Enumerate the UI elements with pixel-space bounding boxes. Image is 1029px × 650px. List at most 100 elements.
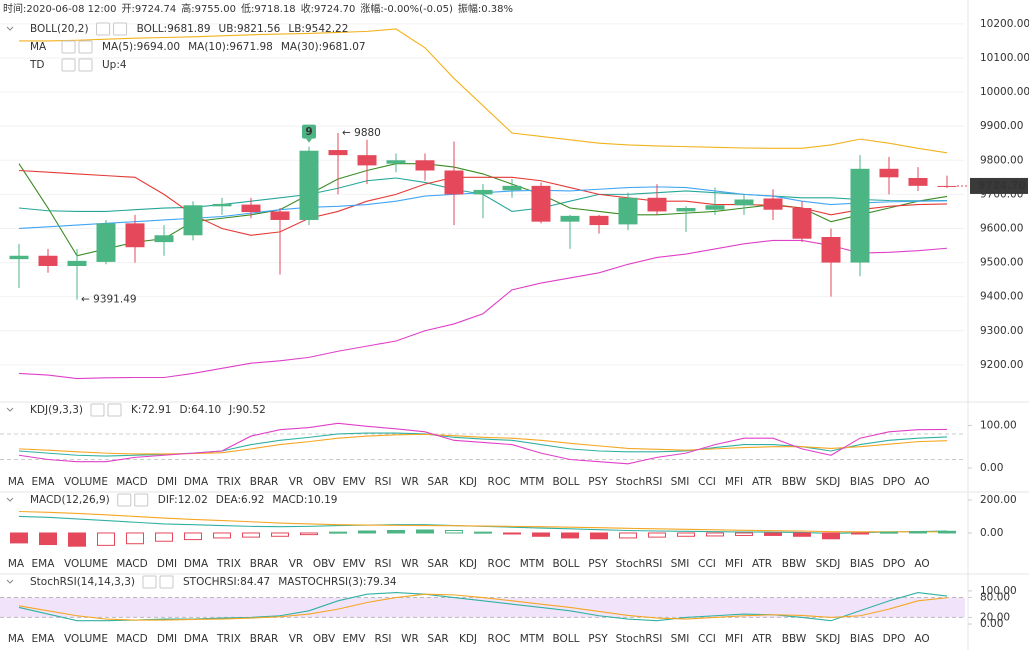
indicator-tab[interactable]: SMI bbox=[671, 476, 690, 488]
indicator-tab[interactable]: ROC bbox=[488, 476, 511, 488]
indicator-tab[interactable]: KDJ bbox=[459, 633, 477, 645]
indicator-tab[interactable]: MACD bbox=[116, 476, 147, 488]
indicator-tab[interactable]: BIAS bbox=[850, 633, 874, 645]
indicator-tab[interactable]: VOLUME bbox=[64, 558, 108, 570]
indicator-tab[interactable]: MA bbox=[8, 476, 25, 488]
indicator-tab[interactable]: AO bbox=[914, 476, 929, 488]
indicator-tab[interactable]: MTM bbox=[520, 633, 545, 645]
indicator-tab[interactable]: PSY bbox=[588, 633, 608, 645]
indicator-tab[interactable]: EMA bbox=[32, 558, 56, 570]
indicator-tab[interactable]: PSY bbox=[588, 558, 608, 570]
indicator-tab[interactable]: TRIX bbox=[216, 558, 241, 570]
collapse-toggle[interactable] bbox=[6, 407, 14, 412]
indicator-tab[interactable]: BIAS bbox=[850, 476, 874, 488]
legend-icon[interactable] bbox=[113, 22, 128, 36]
indicator-tab[interactable]: SAR bbox=[427, 476, 448, 488]
legend-icon[interactable] bbox=[117, 493, 132, 507]
indicator-tab[interactable]: MA bbox=[8, 558, 25, 570]
indicator-tab[interactable]: SKDJ bbox=[816, 558, 841, 570]
indicator-tab[interactable]: EMV bbox=[343, 558, 367, 570]
indicator-tab[interactable]: ATR bbox=[752, 476, 772, 488]
legend-icon[interactable] bbox=[61, 40, 76, 54]
indicator-tab[interactable]: EMV bbox=[343, 476, 367, 488]
indicator-tab[interactable]: StochRSI bbox=[616, 558, 663, 570]
indicator-tab[interactable]: WR bbox=[401, 633, 419, 645]
indicator-tab[interactable]: DMA bbox=[184, 558, 209, 570]
indicator-tab[interactable]: StochRSI bbox=[616, 633, 663, 645]
indicator-tab[interactable]: VR bbox=[289, 633, 303, 645]
indicator-tab[interactable]: RSI bbox=[374, 558, 391, 570]
indicator-tab[interactable]: SAR bbox=[427, 633, 448, 645]
indicator-tab[interactable]: MTM bbox=[520, 476, 545, 488]
indicator-tab[interactable]: TRIX bbox=[216, 476, 241, 488]
legend-icon[interactable] bbox=[107, 403, 122, 417]
indicator-tab[interactable]: KDJ bbox=[459, 476, 477, 488]
legend-icon[interactable] bbox=[142, 575, 157, 589]
indicator-tab[interactable]: DMI bbox=[157, 476, 177, 488]
indicator-tab[interactable]: MACD bbox=[116, 633, 147, 645]
indicator-tab[interactable]: DPO bbox=[883, 633, 906, 645]
legend-icon[interactable] bbox=[159, 575, 174, 589]
indicator-tab[interactable]: DMI bbox=[157, 558, 177, 570]
indicator-tab[interactable]: CCI bbox=[698, 633, 716, 645]
indicator-tab[interactable]: WR bbox=[401, 476, 419, 488]
indicator-tab[interactable]: CCI bbox=[698, 476, 716, 488]
indicator-tab[interactable]: DPO bbox=[883, 558, 906, 570]
legend-icon[interactable] bbox=[78, 58, 93, 72]
indicator-tab[interactable]: BRAR bbox=[250, 476, 279, 488]
indicator-tab[interactable]: VR bbox=[289, 558, 303, 570]
indicator-tab[interactable]: BOLL bbox=[553, 558, 580, 570]
indicator-tab[interactable]: TRIX bbox=[216, 633, 241, 645]
indicator-tab[interactable]: ATR bbox=[752, 558, 772, 570]
indicator-tab[interactable]: SMI bbox=[671, 633, 690, 645]
collapse-toggle[interactable] bbox=[6, 26, 14, 31]
collapse-toggle[interactable] bbox=[6, 579, 14, 584]
indicator-tab[interactable]: MA bbox=[8, 633, 25, 645]
indicator-tab[interactable]: EMA bbox=[32, 476, 56, 488]
indicator-tab[interactable]: SAR bbox=[427, 558, 448, 570]
indicator-tab[interactable]: DPO bbox=[883, 476, 906, 488]
indicator-tab[interactable]: BBW bbox=[782, 476, 807, 488]
indicator-tab[interactable]: EMA bbox=[32, 633, 56, 645]
legend-icon[interactable] bbox=[96, 22, 111, 36]
indicator-tab[interactable]: ROC bbox=[488, 558, 511, 570]
indicator-tab[interactable]: OBV bbox=[313, 633, 336, 645]
indicator-tab[interactable]: BOLL bbox=[553, 476, 580, 488]
legend-icon[interactable] bbox=[78, 40, 93, 54]
indicator-tab[interactable]: RSI bbox=[374, 633, 391, 645]
indicator-tab[interactable]: RSI bbox=[374, 476, 391, 488]
indicator-tab[interactable]: MFI bbox=[725, 558, 743, 570]
indicator-tab[interactable]: DMA bbox=[184, 476, 209, 488]
indicator-tab[interactable]: MTM bbox=[520, 558, 545, 570]
indicator-tab[interactable]: KDJ bbox=[459, 558, 477, 570]
legend-icon[interactable] bbox=[134, 493, 149, 507]
indicator-tab[interactable]: BBW bbox=[782, 633, 807, 645]
indicator-tab[interactable]: PSY bbox=[588, 476, 608, 488]
indicator-tab[interactable]: AO bbox=[914, 558, 929, 570]
indicator-tab[interactable]: BRAR bbox=[250, 633, 279, 645]
indicator-tab[interactable]: StochRSI bbox=[616, 476, 663, 488]
indicator-tab[interactable]: SMI bbox=[671, 558, 690, 570]
indicator-tab[interactable]: BRAR bbox=[250, 558, 279, 570]
indicator-tab[interactable]: SKDJ bbox=[816, 476, 841, 488]
indicator-tab[interactable]: VR bbox=[289, 476, 303, 488]
indicator-tab[interactable]: OBV bbox=[313, 476, 336, 488]
indicator-tab[interactable]: BBW bbox=[782, 558, 807, 570]
indicator-tab[interactable]: BOLL bbox=[553, 633, 580, 645]
indicator-tab[interactable]: ROC bbox=[488, 633, 511, 645]
legend-icon[interactable] bbox=[90, 403, 105, 417]
indicator-tab[interactable]: OBV bbox=[313, 558, 336, 570]
legend-icon[interactable] bbox=[61, 58, 76, 72]
indicator-tab[interactable]: BIAS bbox=[850, 558, 874, 570]
indicator-tab[interactable]: WR bbox=[401, 558, 419, 570]
indicator-tab[interactable]: CCI bbox=[698, 558, 716, 570]
indicator-tab[interactable]: ATR bbox=[752, 633, 772, 645]
collapse-toggle[interactable] bbox=[6, 497, 14, 502]
indicator-tab[interactable]: MFI bbox=[725, 476, 743, 488]
indicator-tab[interactable]: AO bbox=[914, 633, 929, 645]
indicator-tab[interactable]: VOLUME bbox=[64, 633, 108, 645]
indicator-tab[interactable]: SKDJ bbox=[816, 633, 841, 645]
indicator-tab[interactable]: VOLUME bbox=[64, 476, 108, 488]
indicator-tab[interactable]: DMI bbox=[157, 633, 177, 645]
indicator-tab[interactable]: MFI bbox=[725, 633, 743, 645]
